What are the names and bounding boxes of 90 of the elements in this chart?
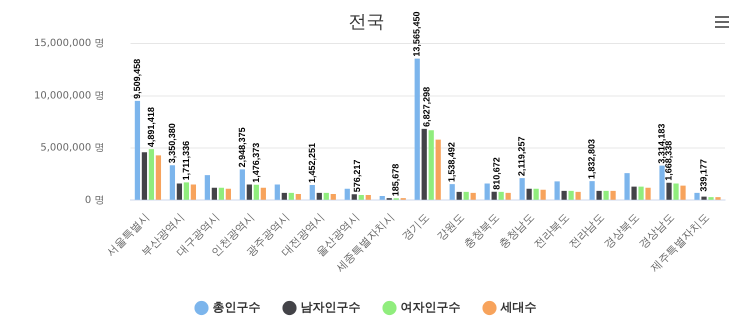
bar: [470, 192, 476, 200]
bar: [428, 130, 434, 200]
bar: [316, 192, 322, 200]
bar: [624, 173, 630, 200]
y-tick-label: 10,000,000 명: [34, 90, 104, 102]
bar: [638, 186, 644, 200]
legend-label: 남자인구수: [300, 300, 360, 314]
bar: [666, 182, 672, 200]
bar: [184, 182, 190, 200]
chart-title: 전국: [348, 11, 384, 32]
bar: [694, 192, 700, 200]
bar: [246, 184, 252, 200]
bar: [260, 188, 266, 200]
bar: [492, 192, 497, 200]
bar: [218, 188, 224, 200]
bar: [484, 184, 490, 200]
data-label: 1,711,336: [180, 140, 191, 180]
bar: [645, 188, 651, 200]
data-label: 3,350,380: [166, 123, 177, 164]
data-label: 4,891,418: [146, 107, 156, 148]
bar: [226, 188, 231, 200]
y-tick-label: 0 명: [84, 194, 104, 206]
bar: [156, 155, 162, 200]
data-label: 1,832,803: [586, 139, 597, 180]
data-label: 576,217: [352, 160, 362, 192]
bar: [708, 197, 714, 200]
legend-label: 여자인구수: [400, 300, 460, 314]
bar: [554, 181, 560, 200]
bar: [659, 166, 665, 200]
data-label: 2,119,257: [516, 136, 527, 176]
bar: [212, 188, 217, 200]
data-label: 1,538,492: [446, 142, 457, 182]
bar: [282, 192, 287, 200]
bar: [436, 140, 441, 200]
bar: [358, 195, 364, 200]
bar: [170, 165, 176, 200]
bar: [176, 184, 182, 200]
y-tick-label: 5,000,000 명: [40, 142, 104, 154]
data-label: 810,672: [492, 157, 502, 190]
bar: [715, 197, 721, 200]
data-label: 2,948,375: [236, 127, 247, 168]
bar: [673, 184, 679, 200]
bar: [568, 190, 574, 200]
bar: [310, 185, 315, 200]
bar: [414, 58, 420, 200]
data-label: 1,476,373: [250, 142, 261, 183]
legend-label: 세대수: [500, 300, 536, 314]
data-label: 1,452,251: [306, 143, 317, 184]
bar: [498, 192, 504, 200]
bar: [352, 194, 357, 200]
bar: [506, 192, 511, 200]
data-label: 6,827,298: [422, 86, 432, 127]
bar: [450, 184, 455, 200]
bar: [134, 100, 140, 200]
bar: [142, 152, 148, 200]
data-label: 185,678: [390, 164, 401, 196]
bar: [680, 186, 686, 200]
legend-label: 총인구수: [212, 300, 260, 314]
data-label: 13,565,450: [412, 12, 422, 57]
bar: [240, 169, 245, 200]
bar: [589, 181, 595, 200]
bar: [631, 186, 637, 200]
data-label: 339,177: [698, 159, 708, 192]
y-tick-label: 15,000,000 명: [34, 38, 104, 50]
bar: [464, 192, 469, 200]
bar: [520, 178, 525, 200]
bar: [296, 194, 301, 200]
bar: [561, 190, 567, 200]
data-label: 9,509,458: [132, 58, 142, 99]
bar: [190, 184, 196, 200]
bar: [534, 188, 539, 200]
bar: [422, 128, 427, 200]
bar: [526, 188, 532, 200]
bar: [540, 190, 546, 200]
bar: [366, 195, 371, 200]
bar: [456, 192, 462, 200]
bar: [274, 184, 280, 200]
bar: [204, 175, 210, 200]
bar: [603, 190, 609, 200]
bar: [324, 192, 329, 200]
bar: [344, 188, 350, 200]
bar: [596, 190, 602, 200]
bar: [380, 196, 385, 200]
bar: [330, 194, 336, 200]
bar: [575, 192, 581, 200]
bar: [148, 149, 154, 200]
bar: [254, 184, 259, 200]
bar: [701, 196, 707, 200]
bar: [288, 192, 294, 200]
bar: [610, 190, 616, 200]
